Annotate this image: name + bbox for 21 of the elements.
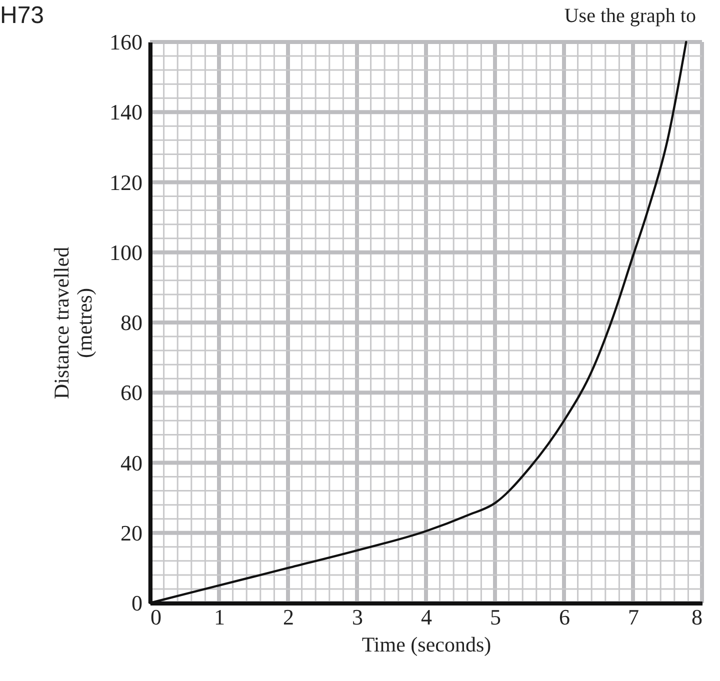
- text: H73: [0, 2, 44, 29]
- x-tick-label: 2: [283, 604, 294, 630]
- y-tick-label: 120: [110, 170, 142, 195]
- y-tick-label: 40: [120, 450, 142, 476]
- y-tick-label: 60: [120, 380, 142, 406]
- y-tick-label: 140: [110, 100, 142, 125]
- y-tick-label: 160: [110, 30, 142, 54]
- x-tick-label: 8: [692, 604, 702, 630]
- y-tick-label: 20: [120, 520, 142, 546]
- x-tick-label: 0: [150, 604, 162, 630]
- x-axis-title: Time (seconds): [362, 632, 492, 656]
- y-axis-title: Distance travelled (metres): [50, 246, 96, 400]
- x-tick-label: 6: [559, 604, 570, 630]
- y-tick-label: 100: [110, 240, 142, 265]
- text: Use the graph to: [564, 5, 696, 27]
- x-tick-label: 4: [421, 604, 432, 630]
- x-tick-label: 3: [352, 604, 363, 630]
- x-tick-label: 7: [628, 604, 639, 630]
- x-tick-label: 1: [214, 604, 225, 630]
- y-tick-label: 80: [120, 310, 142, 335]
- x-tick-label: 5: [490, 604, 501, 630]
